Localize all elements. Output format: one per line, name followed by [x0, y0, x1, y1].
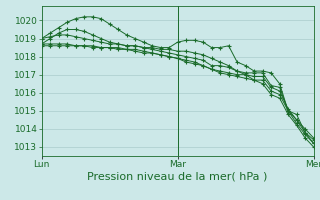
- X-axis label: Pression niveau de la mer( hPa ): Pression niveau de la mer( hPa ): [87, 172, 268, 182]
